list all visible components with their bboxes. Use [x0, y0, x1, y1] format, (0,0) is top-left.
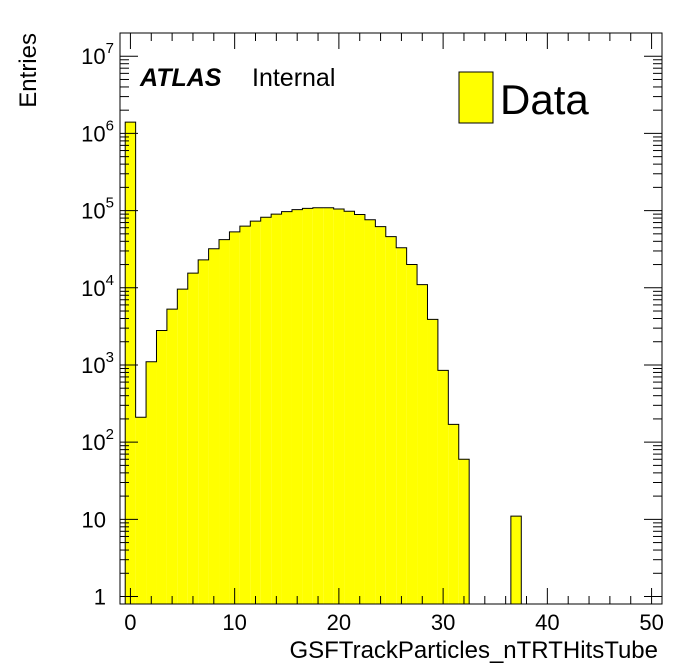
- x-axis-title: GSFTrackParticles_nTRTHitsTube: [289, 637, 658, 664]
- histogram-bar: [291, 209, 303, 604]
- histogram-bar: [229, 231, 240, 604]
- histogram-bar: [437, 370, 449, 604]
- histogram-bar: [354, 214, 365, 604]
- x-tick-label: 20: [327, 610, 351, 635]
- y-tick-label: 1: [94, 585, 106, 610]
- y-axis: 1 10 102 103 104 105 106 107: [81, 32, 662, 610]
- histogram-outline: [124, 121, 657, 605]
- legend: Data: [458, 71, 589, 124]
- histogram-bar: [281, 211, 292, 604]
- histogram-bar: [417, 284, 428, 604]
- histogram-bar: [396, 247, 407, 604]
- x-axis: 0 10 20 30 40 50: [124, 33, 664, 635]
- histogram-bar: [333, 208, 345, 604]
- histogram-bar: [177, 289, 188, 604]
- histogram-bar: [125, 122, 136, 604]
- histogram-bar: [219, 239, 230, 604]
- y-axis-title: Entries: [15, 33, 42, 108]
- legend-label-data: Data: [500, 76, 589, 123]
- histogram-bar: [458, 459, 470, 604]
- histogram-bar: [166, 309, 178, 604]
- histogram-bars: [124, 121, 657, 605]
- histogram-bar: [406, 264, 418, 604]
- x-tick-label: 10: [222, 610, 246, 635]
- histogram-bar: [239, 226, 251, 604]
- histogram-bar: [187, 273, 199, 604]
- y-tick-label: 107: [81, 40, 114, 69]
- legend-swatch-data: [458, 71, 494, 124]
- y-tick-label: 106: [81, 117, 114, 146]
- y-tick-label: 102: [81, 426, 114, 455]
- x-tick-label: 30: [431, 610, 455, 635]
- atlas-label: ATLAS: [139, 64, 222, 92]
- histogram-bar: [427, 319, 438, 604]
- histogram-bar: [135, 417, 147, 604]
- histogram-bar: [198, 259, 209, 604]
- histogram-bar: [364, 219, 376, 604]
- y-tick-label: 104: [81, 272, 114, 301]
- histogram-bar: [448, 424, 459, 604]
- histogram-bar: [375, 226, 386, 604]
- histogram-bar: [323, 207, 334, 604]
- histogram-bar: [344, 211, 355, 604]
- histogram-bar: [510, 516, 522, 604]
- y-tick-label: 105: [81, 195, 114, 224]
- y-tick-label: 10: [82, 507, 106, 532]
- x-tick-label: 0: [124, 610, 136, 635]
- histogram-bar: [250, 221, 261, 604]
- histogram-bar: [271, 214, 282, 605]
- histogram-bar: [302, 208, 313, 605]
- internal-label: Internal: [252, 64, 335, 92]
- histogram-bar: [208, 248, 220, 605]
- histogram-bar: [312, 207, 324, 604]
- histogram-bar: [385, 236, 397, 604]
- x-tick-label: 50: [639, 610, 663, 635]
- x-tick-label: 40: [535, 610, 559, 635]
- histogram-bar: [260, 217, 272, 605]
- y-tick-label: 103: [81, 349, 114, 378]
- histogram-bar: [156, 330, 167, 604]
- histogram-bar: [146, 361, 157, 604]
